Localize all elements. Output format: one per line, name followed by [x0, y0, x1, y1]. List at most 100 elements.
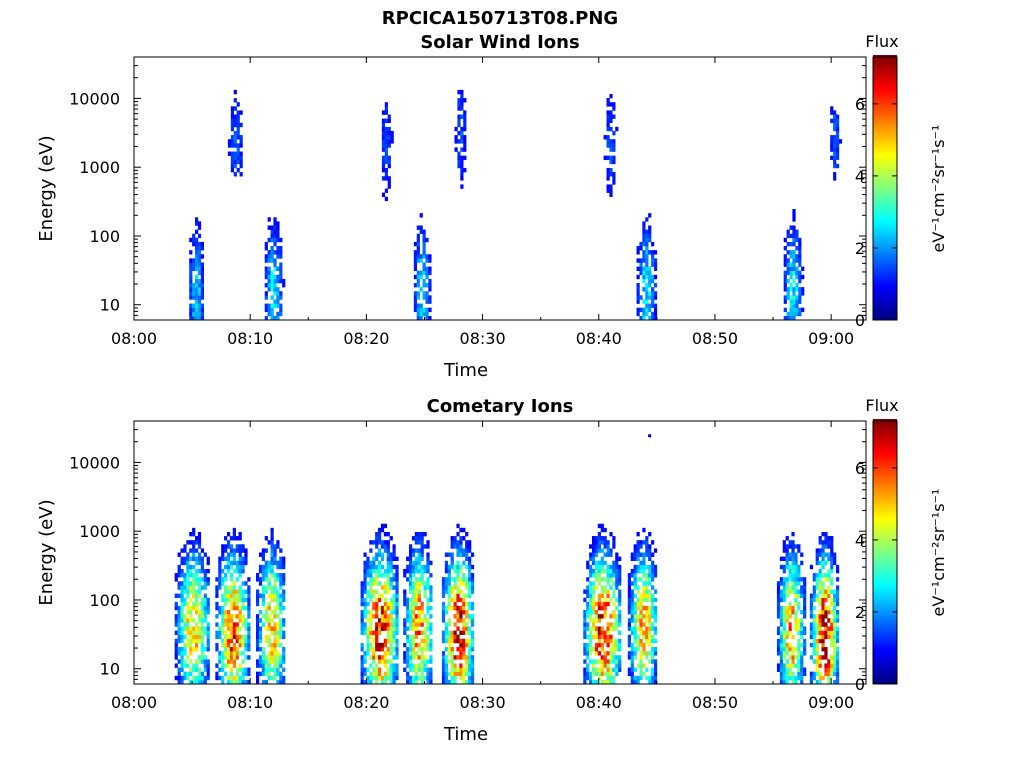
flux-pixel — [460, 163, 464, 169]
colorbar-segment — [873, 276, 897, 279]
flux-pixel — [830, 663, 834, 668]
flux-pixel — [267, 287, 271, 292]
flux-pixel — [648, 634, 652, 640]
flux-pixel — [457, 118, 461, 124]
flux-pixel — [241, 679, 245, 685]
flux-pixel — [387, 135, 391, 140]
flux-pixel — [414, 548, 418, 553]
flux-pixel — [195, 315, 199, 321]
flux-pixel — [200, 626, 205, 631]
flux-pixel — [830, 581, 834, 586]
flux-pixel — [615, 597, 619, 603]
flux-pixel — [197, 618, 202, 623]
flux-pixel — [450, 540, 454, 545]
flux-pixel — [226, 618, 231, 623]
flux-pixel — [226, 610, 231, 615]
flux-pixel — [384, 126, 388, 132]
flux-pixel — [782, 642, 786, 648]
flux-pixel — [651, 593, 655, 598]
flux-pixel — [453, 630, 457, 635]
flux-pixel — [392, 556, 396, 562]
flux-pixel — [450, 556, 454, 562]
flux-pixel — [600, 663, 604, 668]
flux-pixel — [636, 552, 640, 557]
flux-pixel — [282, 675, 286, 681]
flux-pixel — [633, 581, 637, 586]
flux-pixel — [627, 655, 632, 660]
flux-pixel — [422, 262, 426, 267]
flux-pixel — [645, 311, 649, 317]
flux-pixel — [264, 536, 268, 541]
flux-pixel — [422, 237, 426, 243]
flux-pixel — [197, 667, 202, 672]
flux-pixel — [239, 139, 243, 144]
flux-pixel — [785, 581, 789, 586]
flux-pixel — [229, 573, 234, 578]
flux-pixel — [232, 593, 236, 598]
flux-pixel — [276, 601, 280, 607]
flux-pixel — [195, 229, 199, 234]
flux-pixel — [653, 283, 658, 288]
flux-pixel — [833, 118, 837, 124]
flux-pixel — [615, 671, 619, 677]
flux-pixel — [783, 307, 787, 313]
flux-pixel — [830, 147, 834, 152]
flux-pixel — [653, 568, 658, 574]
flux-pixel — [411, 560, 416, 566]
flux-pixel — [232, 568, 236, 574]
flux-pixel — [453, 540, 457, 545]
flux-pixel — [197, 287, 202, 292]
flux-pixel — [197, 634, 202, 640]
flux-pixel — [403, 659, 407, 664]
flux-pixel — [830, 110, 834, 115]
flux-pixel — [792, 278, 796, 284]
flux-pixel — [779, 577, 784, 582]
flux-pixel — [627, 610, 632, 615]
flux-pixel — [395, 593, 399, 598]
flux-pixel — [241, 597, 245, 603]
flux-pixel — [797, 675, 801, 681]
flux-pixel — [586, 667, 590, 672]
flux-pixel — [797, 647, 801, 652]
flux-pixel — [597, 544, 601, 549]
flux-pixel — [267, 307, 271, 313]
flux-pixel — [384, 135, 388, 140]
flux-pixel — [387, 155, 391, 161]
flux-pixel — [414, 531, 418, 537]
flux-pixel — [603, 605, 607, 611]
flux-pixel — [372, 671, 376, 677]
flux-pixel — [827, 573, 831, 578]
flux-pixel — [615, 581, 619, 586]
flux-pixel — [583, 642, 587, 648]
flux-pixel — [425, 299, 429, 304]
flux-pixel — [381, 143, 386, 148]
flux-pixel — [797, 577, 801, 582]
colorbar-segment — [873, 505, 897, 509]
flux-pixel — [422, 233, 426, 239]
flux-pixel — [241, 642, 245, 648]
flux-pixel — [380, 556, 385, 562]
flux-pixel — [609, 139, 613, 144]
flux-pixel — [276, 630, 280, 635]
flux-pixel — [824, 655, 828, 660]
flux-pixel — [812, 638, 816, 644]
flux-pixel — [798, 287, 802, 292]
flux-pixel — [791, 651, 795, 656]
flux-pixel — [411, 667, 416, 672]
flux-pixel — [276, 663, 280, 668]
flux-pixel — [833, 618, 837, 623]
flux-pixel — [648, 581, 652, 586]
flux-pixel — [809, 564, 814, 570]
flux-pixel — [180, 659, 184, 664]
flux-pixel — [177, 679, 181, 685]
flux-pixel — [591, 618, 596, 623]
flux-pixel — [186, 556, 190, 562]
flux-pixel — [239, 122, 243, 128]
flux-pixel — [612, 544, 616, 549]
flux-pixel — [639, 295, 643, 300]
colorbar-segment — [873, 594, 897, 598]
flux-pixel — [465, 610, 469, 615]
flux-pixel — [606, 679, 610, 685]
flux-pixel — [468, 659, 472, 664]
